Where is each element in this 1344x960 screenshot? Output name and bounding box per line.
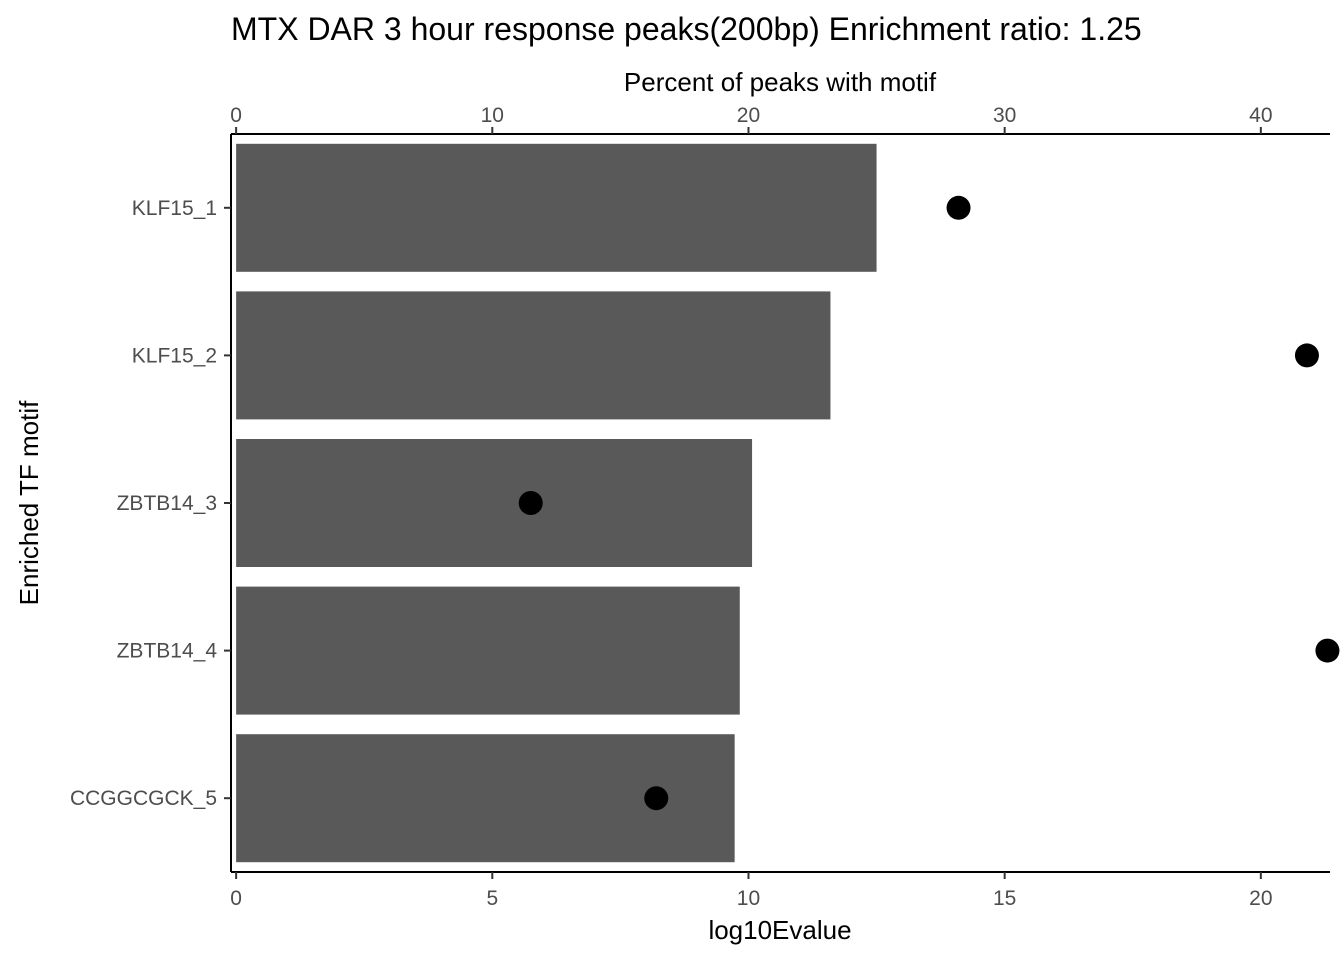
point-klf15_1 [947, 196, 971, 220]
y-tick-label: CCGGCGCK_5 [70, 787, 217, 810]
x-bottom-tick-label: 5 [486, 887, 498, 910]
point-zbtb14_3 [519, 491, 543, 515]
x-bottom-tick-label: 15 [993, 887, 1016, 910]
top-axis-title: Percent of peaks with motif [624, 67, 937, 97]
bars-group [236, 144, 876, 862]
y-tick-label: KLF15_1 [132, 197, 217, 220]
x-bottom-tick-label: 20 [1249, 887, 1272, 910]
y-tick-label: ZBTB14_3 [117, 492, 217, 515]
chart-title: MTX DAR 3 hour response peaks(200bp) Enr… [231, 11, 1142, 47]
bar-zbtb14_4 [236, 587, 740, 715]
x-top-tick-label: 40 [1249, 104, 1272, 127]
x-bottom-tick-label: 10 [737, 887, 760, 910]
point-ccggcgck_5 [644, 786, 668, 810]
x-top-tick-label: 10 [481, 104, 504, 127]
x-top-tick-label: 20 [737, 104, 760, 127]
x-top-tick-label: 30 [993, 104, 1016, 127]
y-tick-label: KLF15_2 [132, 344, 217, 367]
bar-klf15_1 [236, 144, 876, 272]
bar-klf15_2 [236, 291, 830, 419]
x-top-tick-label: 0 [230, 104, 242, 127]
bar-zbtb14_3 [236, 439, 752, 567]
point-zbtb14_4 [1315, 639, 1339, 663]
x-bottom-tick-label: 0 [230, 887, 242, 910]
bottom-axis-title: log10Evalue [708, 915, 851, 945]
y-tick-label: ZBTB14_4 [117, 640, 218, 663]
point-klf15_2 [1295, 343, 1319, 367]
y-axis-title: Enriched TF motif [14, 400, 44, 605]
